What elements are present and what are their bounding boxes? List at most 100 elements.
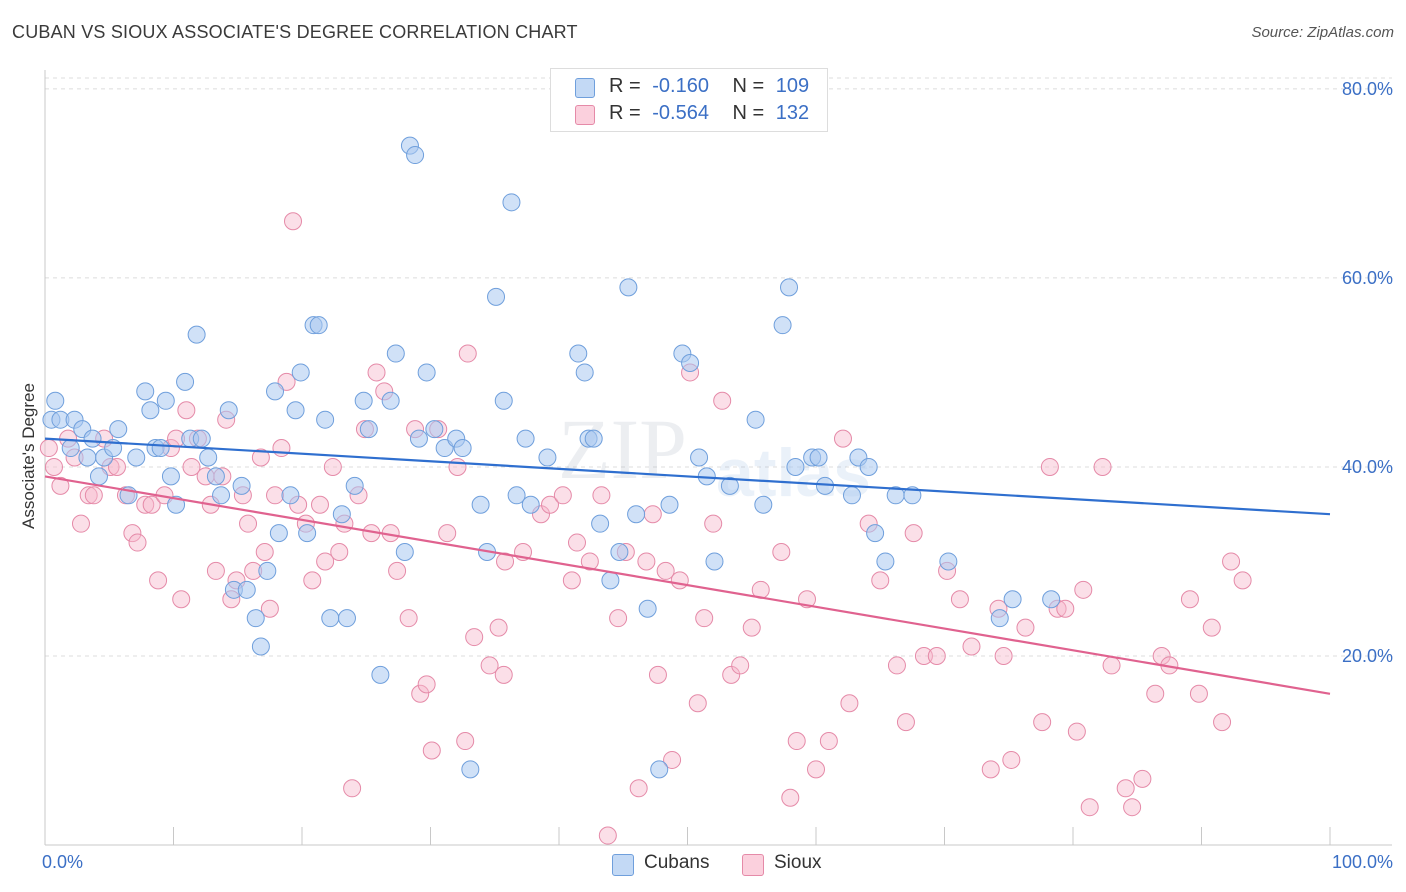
sioux-point-2	[51, 476, 70, 495]
cubans-point-85	[681, 353, 700, 372]
cubans-point-32	[246, 609, 265, 628]
sioux-point-140	[1213, 713, 1232, 732]
sioux-point-64	[448, 457, 467, 476]
cubans-point-91	[754, 495, 773, 514]
cubans-point-37	[281, 486, 300, 505]
sioux-point-40	[284, 212, 303, 231]
x-tick-label-min: 0.0%	[42, 852, 84, 872]
sioux-point-56	[388, 561, 407, 580]
cubans-point-68	[507, 486, 526, 505]
cubans-point-42	[309, 316, 328, 335]
cubans-point-76	[591, 514, 610, 533]
sioux-point-53	[367, 363, 386, 382]
cubans-point-49	[359, 420, 378, 439]
cubans-point-62	[461, 760, 480, 779]
sioux-point-103	[807, 760, 825, 779]
sioux-point-134	[1146, 684, 1165, 703]
cubans-point-11	[109, 420, 128, 439]
cubans-point-93	[773, 316, 792, 335]
sioux-point-123	[1040, 457, 1059, 476]
cubans-point-73	[575, 363, 594, 382]
sioux-point-57	[399, 609, 418, 628]
sioux-point-65	[456, 732, 475, 751]
sioux-point-127	[1074, 580, 1093, 599]
sioux-point-35	[255, 543, 274, 562]
sioux-point-119	[994, 646, 1013, 665]
cubans-point-82	[650, 760, 669, 779]
cubans-point-101	[866, 524, 885, 543]
y-tick-label-20: 20.0%	[1342, 646, 1393, 666]
sioux-point-106	[840, 694, 859, 713]
cubans-point-104	[903, 486, 922, 505]
sioux-point-141	[1222, 552, 1241, 571]
cubans-point-98	[842, 486, 861, 505]
sioux-point-38	[272, 439, 291, 458]
sioux-point-121	[1016, 618, 1035, 637]
sioux-point-0	[39, 439, 58, 458]
cubans-point-55	[406, 146, 425, 165]
sioux-n-value: 132	[775, 102, 810, 124]
cubans-point-33	[251, 637, 270, 656]
cubans-point-105	[939, 552, 958, 571]
cubans-point-75	[584, 429, 603, 448]
sioux-point-61	[422, 741, 441, 760]
sioux-point-70	[494, 665, 513, 684]
sioux-point-67	[465, 628, 484, 647]
sioux-point-59	[411, 684, 430, 703]
sioux-point-139	[1202, 618, 1221, 637]
cubans-point-108	[1042, 590, 1061, 609]
sioux-point-32	[239, 514, 258, 533]
sioux-point-21	[177, 401, 196, 420]
cubans-point-20	[167, 495, 186, 514]
sioux-point-93	[704, 514, 723, 533]
cubans-point-7	[83, 429, 102, 448]
cubans-point-15	[141, 401, 160, 420]
cubans-point-69	[521, 495, 540, 514]
sioux-point-111	[904, 524, 923, 543]
sioux-point-104	[819, 732, 838, 751]
source-credit: Source: ZipAtlas.com	[1251, 24, 1394, 41]
sioux-point-92	[695, 609, 714, 628]
cubans-r-value: -0.160	[652, 75, 709, 97]
cubans-point-56	[409, 429, 428, 448]
sioux-point-46	[323, 457, 342, 476]
cubans-point-6	[78, 448, 97, 467]
cubans-point-30	[232, 476, 251, 495]
sioux-point-16	[149, 571, 168, 590]
cubans-point-102	[876, 552, 895, 571]
y-axis-label: Associate's Degree	[19, 383, 38, 529]
sioux-point-75	[553, 486, 572, 505]
sioux-point-34	[251, 448, 270, 467]
sioux-point-94	[713, 391, 732, 410]
sioux-point-80	[598, 826, 617, 845]
cubans-point-107	[1003, 590, 1022, 609]
sioux-point-128	[1080, 798, 1099, 817]
sioux-point-101	[787, 732, 806, 751]
cubans-point-25	[199, 448, 218, 467]
sioux-point-113	[927, 646, 946, 665]
cubans-point-65	[487, 287, 506, 306]
sioux-n-label: N =	[732, 102, 765, 124]
sioux-point-20	[172, 590, 191, 609]
cubans-point-66	[494, 391, 513, 410]
sioux-point-26	[206, 561, 225, 580]
sioux-point-95	[722, 665, 741, 684]
sioux-point-132	[1123, 798, 1142, 817]
sioux-point-5	[71, 514, 90, 533]
sioux-point-105	[833, 429, 852, 448]
cubans-point-36	[269, 524, 288, 543]
y-tick-labels: 20.0% 40.0% 60.0% 80.0%	[1342, 79, 1393, 666]
sioux-point-89	[670, 571, 689, 590]
sioux-point-76	[562, 571, 581, 590]
cubans-point-24	[192, 429, 211, 448]
cubans-point-43	[316, 410, 335, 429]
cubans-point-79	[619, 278, 638, 297]
sioux-point-108	[871, 571, 890, 590]
sioux-r-label: R =	[609, 102, 641, 124]
cubans-point-3	[61, 439, 80, 458]
cubans-point-31	[237, 580, 256, 599]
bottom-legend-cubans-label: Cubans	[644, 852, 710, 873]
y-tick-label-60: 60.0%	[1342, 268, 1393, 288]
sioux-swatch	[575, 105, 595, 125]
